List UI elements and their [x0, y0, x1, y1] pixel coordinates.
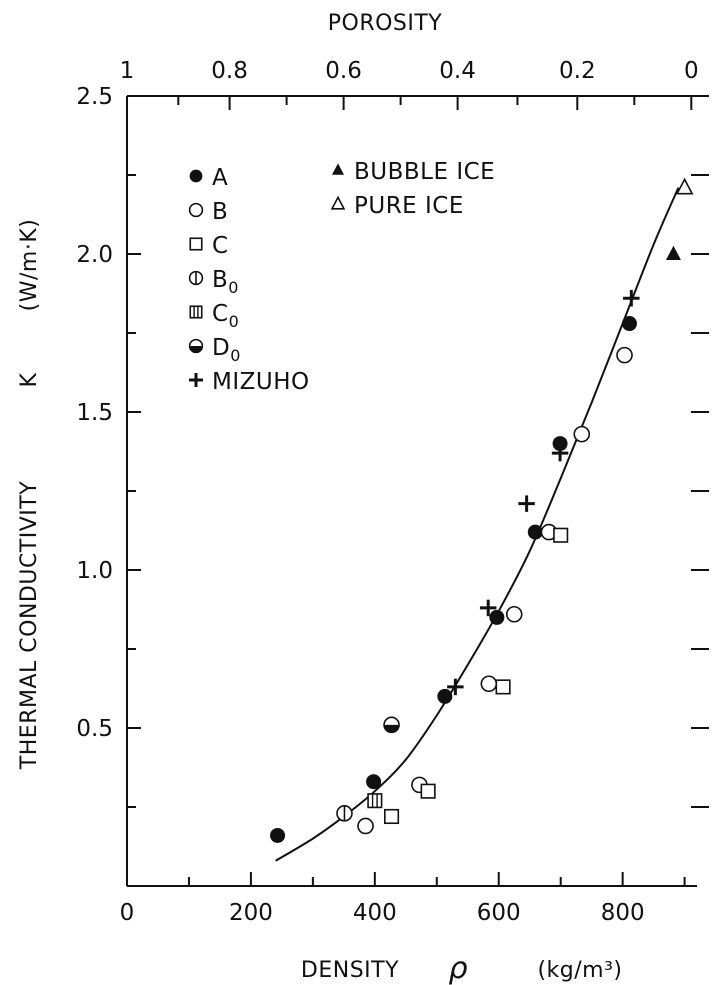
- y-tick-label: 0.5: [76, 716, 113, 742]
- x-axis-title: DENSITY: [301, 958, 399, 983]
- x-tick-label: 0: [120, 900, 135, 926]
- data-point-a: [437, 688, 453, 704]
- top-tick-label: 0: [684, 58, 699, 84]
- data-point-pure-ice: [675, 177, 694, 195]
- top-tick-label: 0.4: [439, 58, 476, 84]
- legend-label: MIZUHO: [212, 369, 310, 395]
- y-axis-symbol: K: [17, 372, 42, 387]
- data-point-c: [553, 527, 569, 543]
- legend-label: B0: [212, 267, 239, 297]
- legend-label: BUBBLE ICE: [354, 159, 495, 185]
- x-tick-label: 200: [229, 900, 273, 926]
- axis-ticks: 0 200 400 600 800 0.5 1.0 1.5 2.0 2.5 1 0.8 0.6 0.4 0.…: [76, 58, 709, 926]
- data-point-b0: [336, 805, 353, 822]
- data-points-layer: [270, 177, 694, 843]
- y-tick-label: 2.0: [76, 242, 113, 268]
- legend-label: C: [212, 233, 229, 259]
- top-tick-label: 0.6: [325, 58, 362, 84]
- y-axis-unit: (W/m·K): [17, 219, 42, 312]
- data-point-bubble-ice: [665, 245, 681, 260]
- y-tick-label: 1.5: [76, 400, 113, 426]
- y-axis-title: THERMAL CONDUCTIVITY: [17, 481, 42, 770]
- data-point-b: [357, 817, 374, 835]
- y-axis-title-group: THERMAL CONDUCTIVITY K (W/m·K): [17, 219, 42, 771]
- y-tick-label: 2.5: [76, 84, 113, 110]
- legend: ABC B0 C0 D0 MIZUHO BUBBLE ICE PURE ICE: [188, 159, 495, 395]
- legend-item-d0: D0: [188, 335, 241, 365]
- legend-label: A: [212, 165, 228, 191]
- legend-label: C0: [212, 301, 239, 331]
- data-point-a: [621, 316, 637, 332]
- data-point-mizuho: [447, 678, 464, 696]
- data-point-a: [270, 827, 286, 843]
- legend-item-b0: B0: [188, 267, 239, 297]
- data-point-b: [573, 425, 591, 443]
- fit-curve: [275, 187, 680, 862]
- data-point-c0: [367, 793, 383, 809]
- legend-item-b: B: [188, 199, 228, 225]
- data-point-b: [616, 346, 633, 364]
- data-point-c: [495, 679, 511, 695]
- fit-curve-layer: [275, 187, 680, 862]
- data-point-a: [489, 609, 505, 625]
- x-axis-unit: (kg/m³): [537, 958, 622, 983]
- data-point-mizuho: [518, 495, 535, 512]
- x-tick-label: 400: [353, 900, 397, 926]
- x-tick-label: 600: [477, 900, 521, 926]
- data-point-mizuho: [623, 289, 640, 307]
- data-point-c: [384, 808, 400, 825]
- data-point-mizuho: [479, 599, 497, 617]
- top-tick-label: 0.8: [211, 58, 248, 84]
- top-axis-title: POROSITY: [328, 11, 443, 36]
- legend-label: B: [212, 199, 228, 225]
- legend-item-mizuho: MIZUHO: [188, 369, 310, 395]
- data-point-a: [527, 524, 543, 540]
- data-point-d0: [383, 716, 400, 734]
- data-point-mizuho: [551, 444, 569, 462]
- data-point-c: [420, 783, 436, 799]
- top-tick-label: 0.2: [559, 58, 596, 84]
- data-point-b: [505, 605, 523, 623]
- data-point-b: [480, 675, 498, 693]
- top-tick-label: 1: [120, 58, 135, 84]
- x-tick-label: 800: [601, 900, 645, 926]
- legend-item-pure-ice: PURE ICE: [330, 193, 464, 219]
- legend-item-c0: C0: [189, 301, 239, 331]
- legend-item-a: A: [189, 165, 228, 191]
- legend-item-bubble-ice: BUBBLE ICE: [332, 159, 495, 185]
- legend-label: PURE ICE: [354, 193, 464, 219]
- legend-label: D0: [212, 335, 241, 365]
- legend-item-c: C: [189, 233, 229, 259]
- data-point-a: [366, 774, 382, 790]
- y-tick-label: 1.0: [76, 558, 113, 584]
- data-point-a: [552, 436, 568, 452]
- x-axis-symbol: ρ: [448, 951, 467, 985]
